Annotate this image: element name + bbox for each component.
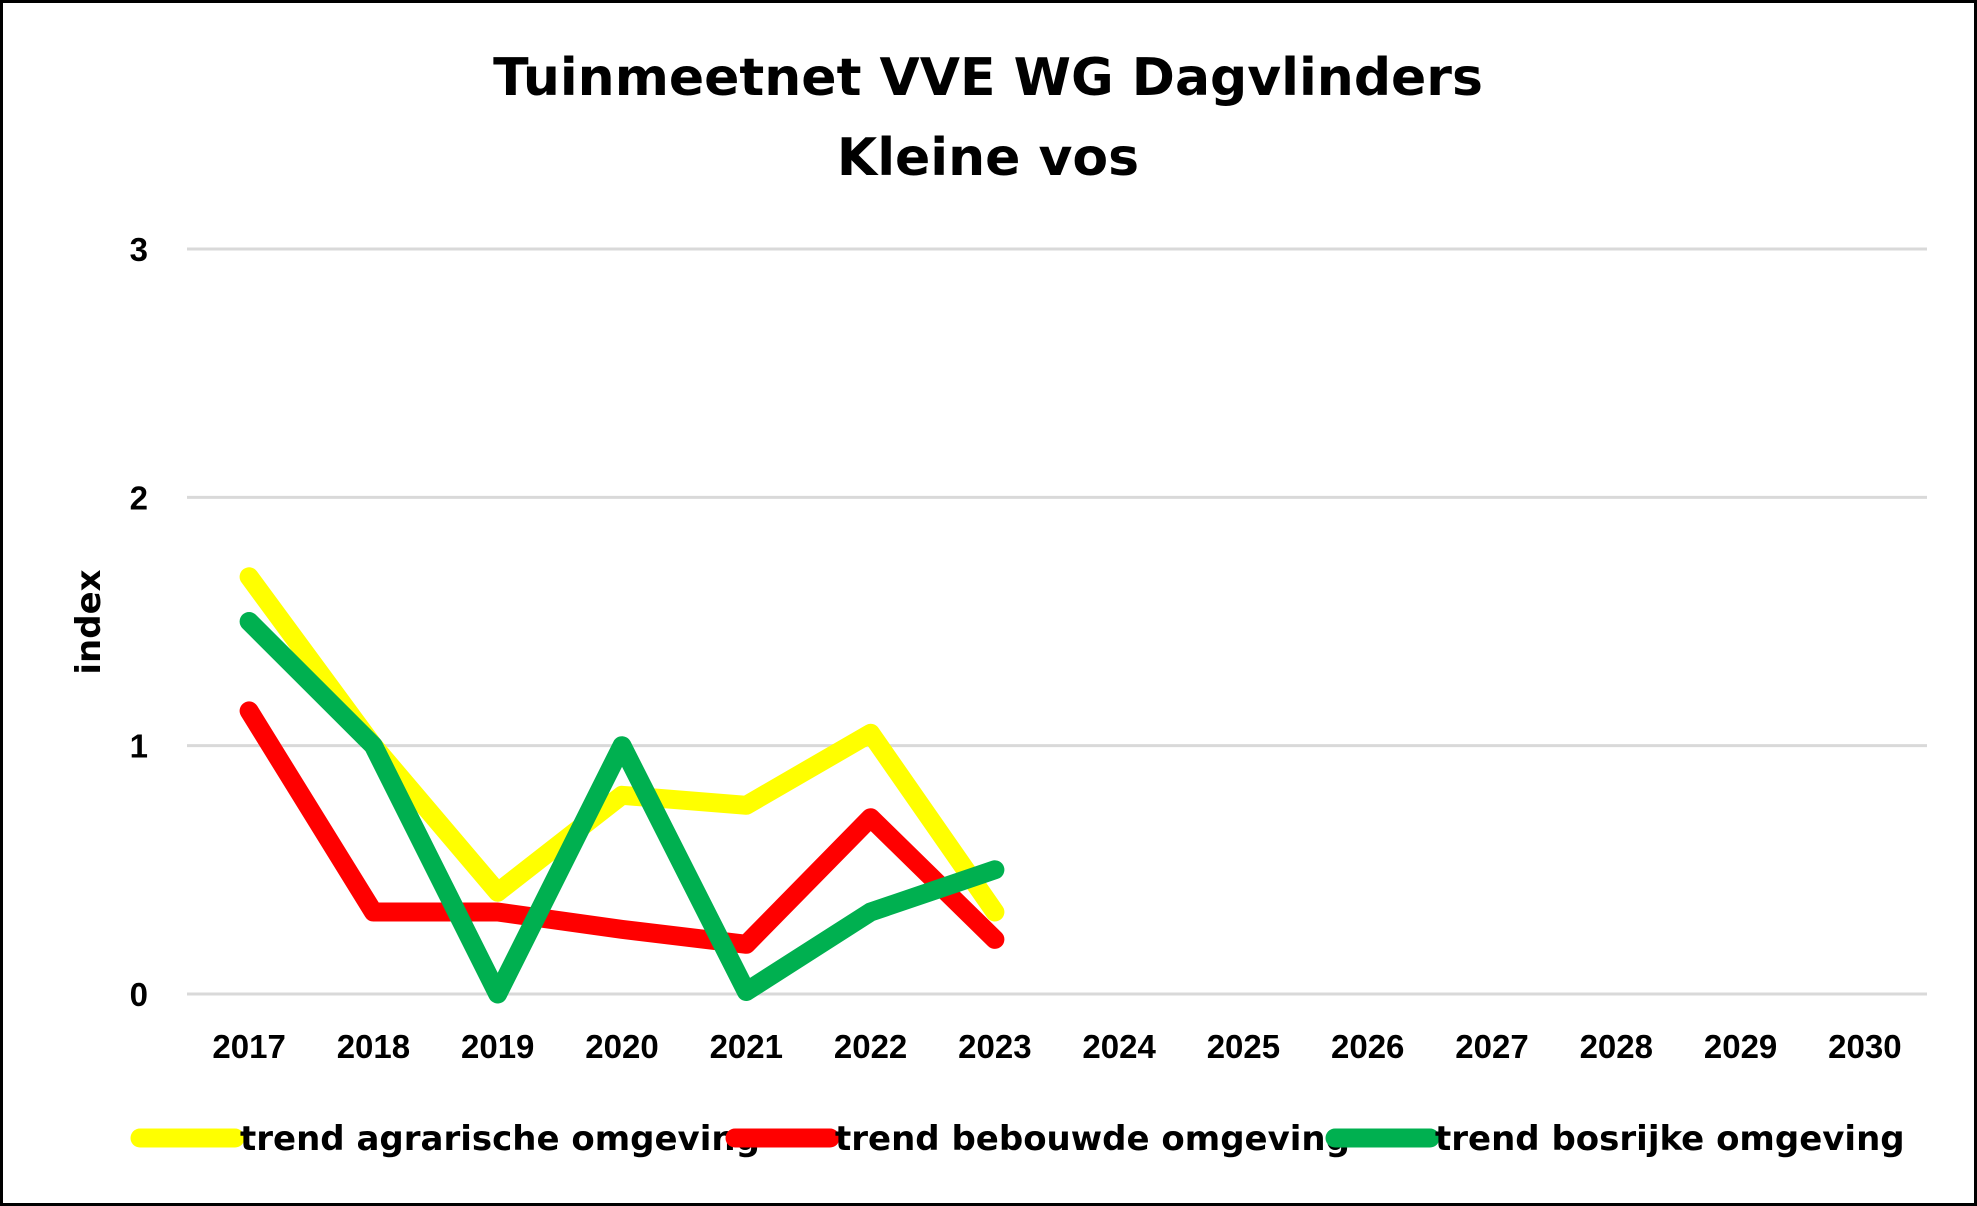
- series-line-3: [239, 612, 1005, 1004]
- series-lines: [239, 567, 1005, 1004]
- x-axis-ticks: 2017 2018 2019 2020 2021 2022 2023 2024 2025 2026…: [212, 1028, 1901, 1065]
- chart-title: Tuinmeetnet VVE WG Dagvlinders Kleine vo…: [493, 48, 1483, 188]
- y-axis-ticks: 0 1 2 3: [130, 231, 148, 1013]
- x-tick-label: 2024: [1082, 1028, 1156, 1065]
- legend: trend agrarische omgeving trend bebouwde …: [130, 1119, 1905, 1159]
- gridlines: [187, 247, 1927, 996]
- x-tick-label: 2028: [1580, 1028, 1653, 1065]
- y-axis-label: index: [69, 569, 109, 674]
- y-tick-label: 3: [130, 231, 148, 268]
- x-tick-label: 2019: [461, 1028, 534, 1065]
- y-tick-label: 2: [130, 479, 148, 516]
- legend-label: trend bosrijke omgeving: [1435, 1119, 1905, 1159]
- x-tick-label: 2018: [337, 1028, 410, 1065]
- chart-title-line-2: Kleine vos: [837, 128, 1139, 188]
- x-tick-label: 2022: [834, 1028, 907, 1065]
- x-tick-label: 2020: [585, 1028, 658, 1065]
- series-line-2: [239, 701, 1005, 954]
- x-tick-label: 2025: [1207, 1028, 1280, 1065]
- x-tick-label: 2023: [958, 1028, 1031, 1065]
- x-tick-label: 2017: [212, 1028, 285, 1065]
- x-tick-label: 2026: [1331, 1028, 1404, 1065]
- x-tick-label: 2021: [710, 1028, 783, 1065]
- legend-label: trend agrarische omgeving: [240, 1119, 760, 1159]
- legend-label: trend bebouwde omgeving: [835, 1119, 1350, 1159]
- y-tick-label: 0: [130, 976, 148, 1013]
- y-tick-label: 1: [130, 728, 148, 765]
- x-tick-label: 2027: [1455, 1028, 1528, 1065]
- x-tick-label: 2029: [1704, 1028, 1777, 1065]
- chart-title-line-1: Tuinmeetnet VVE WG Dagvlinders: [493, 48, 1483, 108]
- x-tick-label: 2030: [1828, 1028, 1901, 1065]
